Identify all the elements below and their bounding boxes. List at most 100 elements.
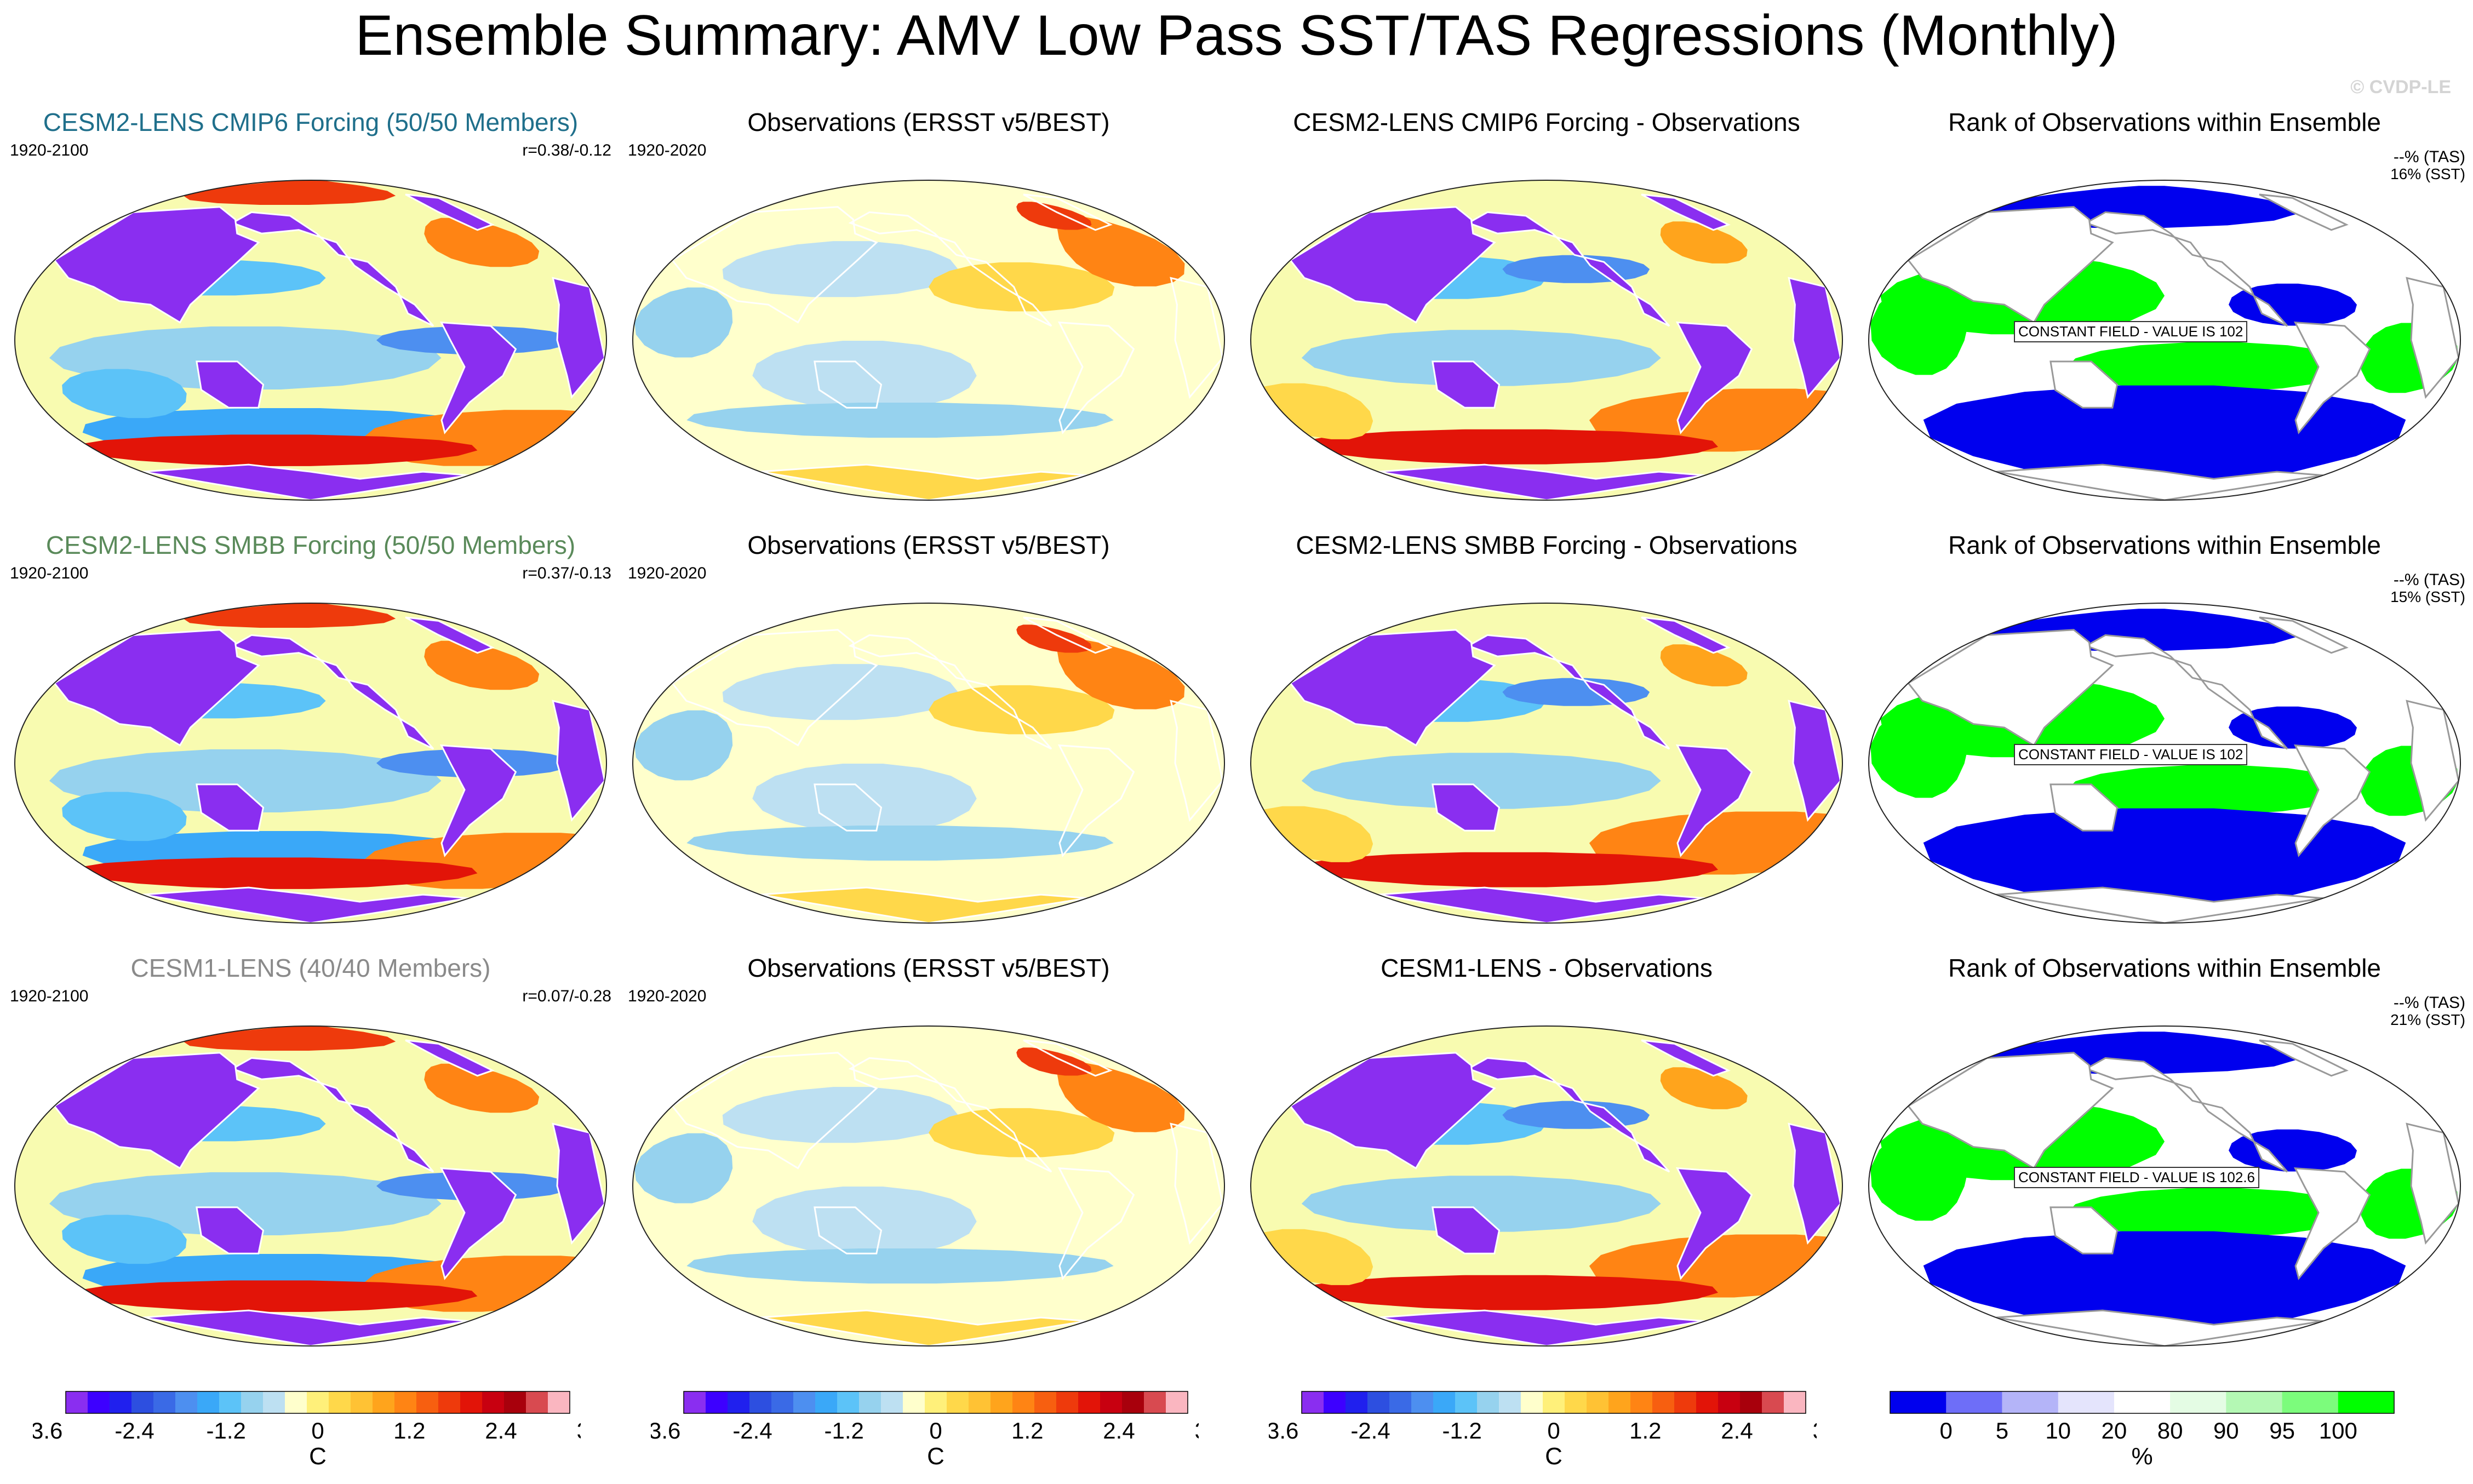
rank-high-region: [1870, 270, 1970, 375]
colorbar-swatch: [1078, 1391, 1101, 1413]
rank-panel-title: Rank of Observations within Ensemble: [1948, 954, 2382, 982]
land-greenland: [2259, 616, 2349, 654]
rank-low-region: [2229, 706, 2357, 749]
land-south-america: [1675, 321, 1753, 434]
land-antarctica: [1378, 463, 1705, 500]
colorbar-swatch: [2058, 1391, 2115, 1413]
anomaly-region: [1301, 852, 1718, 887]
model-panel-row-2: CESM2-LENS SMBB Forcing (50/50 Members) 1…: [7, 530, 615, 952]
anomaly-region: [752, 764, 977, 834]
colorbar-tick-label: 90: [2213, 1418, 2239, 1443]
colorbar-unit: C: [309, 1443, 327, 1470]
land-australia: [814, 1206, 883, 1254]
land-antarctica: [142, 463, 470, 500]
colorbar-tick-label: 3.6: [577, 1418, 581, 1443]
model-map: [14, 1025, 607, 1347]
anomaly-region: [72, 857, 478, 889]
obs-panel-row-1: Observations (ERSST v5/BEST) 1920-2020: [625, 107, 1233, 529]
land-africa: [2406, 1122, 2460, 1245]
land-australia: [196, 360, 265, 409]
colorbar-swatch: [438, 1391, 461, 1413]
colorbar-unit: C: [1545, 1443, 1562, 1470]
colorbar-swatch: [837, 1391, 860, 1413]
map-border: [1250, 180, 1843, 501]
rank-panel-row-2: Rank of Observations within Ensemble --% …: [1861, 530, 2469, 952]
anomaly-region: [1660, 221, 1748, 263]
colorbar-swatch: [504, 1391, 526, 1413]
constant-field-note: CONSTANT FIELD - VALUE IS 102: [2014, 321, 2248, 342]
model-panel-row-1: CESM2-LENS CMIP6 Forcing (50/50 Members)…: [7, 107, 615, 529]
period-label: 1920-2100: [10, 141, 89, 159]
land-greenland: [405, 1039, 495, 1077]
colorbar-swatch: [1784, 1391, 1806, 1413]
colorbar-tick-label: 0: [311, 1418, 324, 1443]
colorbar-swatch: [394, 1391, 417, 1413]
colorbar-tick-label: 10: [2045, 1418, 2071, 1443]
figure-title: Ensemble Summary: AMV Low Pass SST/TAS R…: [355, 4, 2118, 67]
diff-map: [1250, 1025, 1843, 1347]
land-australia: [814, 783, 883, 832]
period-label: 1920-2100: [10, 564, 89, 582]
rank-low-region: [2229, 283, 2357, 326]
colorbar-tick-label: -3.6: [33, 1418, 62, 1443]
colorbar-tick-label: 100: [2319, 1418, 2357, 1443]
colorbar-swatch: [285, 1391, 307, 1413]
land-south-america: [439, 1167, 517, 1280]
anomaly-region: [634, 1133, 733, 1204]
colorbar-3: 0 5 10 20 80 90 95 100%: [1857, 1389, 2405, 1482]
land-north-america: [2084, 634, 2288, 750]
land-eurasia: [1289, 629, 1496, 747]
colorbar-tick-label: -1.2: [825, 1418, 864, 1443]
rank-high-region: [2067, 342, 2359, 392]
land-south-america: [2293, 1167, 2371, 1280]
period-label: 1920-2020: [628, 564, 707, 582]
colorbar-swatch: [2282, 1391, 2339, 1413]
obs-panel-title: Observations (ERSST v5/BEST): [747, 954, 1110, 982]
colorbar-swatch: [1696, 1391, 1719, 1413]
anomaly-region: [424, 1063, 540, 1113]
colorbar-swatch: [1630, 1391, 1653, 1413]
colorbar-0: -3.6 -2.4 -1.2 0 1.2 2.4 3.6 C: [33, 1389, 581, 1482]
period-label: 1920-2020: [628, 141, 707, 159]
anomaly-region: [929, 1108, 1115, 1158]
land-australia: [196, 783, 265, 832]
colorbar-tick-label: 0: [929, 1418, 942, 1443]
rank-panel-title: Rank of Observations within Ensemble: [1948, 108, 2382, 136]
land-greenland: [1023, 193, 1113, 231]
diff-panel-row-1: CESM2-LENS CMIP6 Forcing - Observations: [1243, 107, 1851, 529]
land-antarctica: [760, 886, 1087, 923]
colorbar-swatch: [373, 1391, 395, 1413]
colorbar-swatch: [706, 1391, 728, 1413]
land-australia: [2050, 783, 2119, 832]
colorbar-tick-label: 95: [2269, 1418, 2295, 1443]
colorbar-tick-label: -3.6: [1269, 1418, 1298, 1443]
colorbar-tick-label: 20: [2102, 1418, 2127, 1443]
land-africa: [552, 700, 606, 822]
anomaly-region: [72, 1280, 478, 1312]
land-north-america: [1466, 211, 1670, 327]
rank-low-region: [1923, 1231, 2406, 1337]
diff-map: [1250, 180, 1843, 501]
rank-sst-label: 15% (SST): [2390, 588, 2465, 605]
colorbar-swatch: [2114, 1391, 2171, 1413]
anomaly-region: [752, 341, 977, 411]
colorbar-swatch: [1762, 1391, 1784, 1413]
land-eurasia: [1907, 629, 2114, 747]
map-border: [632, 1025, 1225, 1347]
anomaly-region: [722, 1087, 958, 1143]
colorbar-swatch: [1543, 1391, 1565, 1413]
obs-panel-row-3: Observations (ERSST v5/BEST) 1920-2020: [625, 953, 1233, 1375]
anomaly-region: [634, 710, 733, 781]
rank-high-region: [2067, 1188, 2359, 1237]
diff-panel-title: CESM2-LENS CMIP6 Forcing - Observations: [1293, 108, 1800, 136]
land-north-america: [1466, 634, 1670, 750]
rank-map: [1868, 1025, 2461, 1347]
colorbar-swatch: [175, 1391, 198, 1413]
land-greenland: [405, 193, 495, 231]
anomaly-region: [62, 1214, 187, 1264]
colorbar-swatch: [749, 1391, 772, 1413]
colorbar-swatch: [351, 1391, 373, 1413]
anomaly-region: [1057, 1062, 1185, 1132]
colorbar-tick-label: 3.6: [1813, 1418, 1817, 1443]
model-panel-title: CESM2-LENS CMIP6 Forcing (50/50 Members): [43, 108, 579, 136]
